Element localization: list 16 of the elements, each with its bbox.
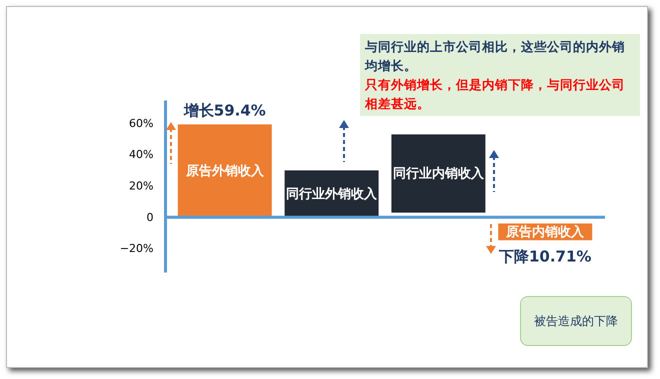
annotation: 只有外销增长，但是内销下降，与同行业公司相差甚远。: [365, 76, 626, 113]
y-tick-label: 0: [146, 210, 154, 224]
x-tick-label: 同行业外销收入: [286, 186, 378, 202]
text: 与同行业的上市公司相比，这些公司的内外销均增长。: [365, 38, 626, 75]
data-label: 下降10.71%: [498, 247, 592, 266]
data-label: 增长59.4%: [182, 101, 266, 120]
text: 被告造成的下降: [520, 296, 632, 346]
x-tick-label: 原告内销收入: [505, 224, 586, 240]
y-tick-label: 20%: [129, 180, 154, 192]
y-tick-label: −20%: [120, 242, 154, 256]
y-tick-label: 40%: [129, 148, 154, 162]
x-tick-label: 原告外销收入: [184, 162, 265, 179]
x-tick-label: 同行业内销收入: [392, 165, 485, 182]
bar: [178, 124, 272, 218]
y-tick-label: 60%: [129, 116, 154, 130]
bar: [391, 134, 486, 213]
